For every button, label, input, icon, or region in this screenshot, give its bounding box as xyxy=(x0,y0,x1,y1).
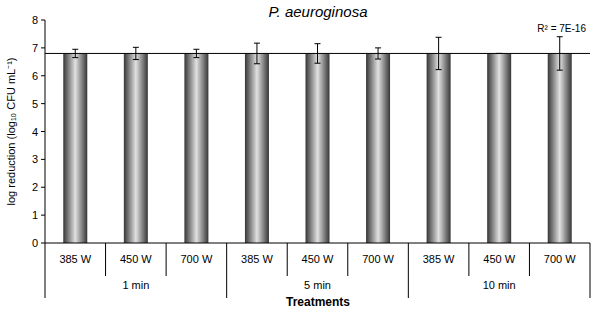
x-tick-label: 385 W xyxy=(423,253,455,265)
x-tick-label: 700 W xyxy=(544,253,576,265)
y-tick xyxy=(41,243,45,244)
category-separator xyxy=(105,243,106,276)
bar xyxy=(548,53,572,243)
x-tick-label: 700 W xyxy=(180,253,212,265)
y-tick-label: 6 xyxy=(32,70,38,82)
y-tick xyxy=(41,75,45,76)
y-tick-label: 0 xyxy=(32,237,38,249)
group-separator xyxy=(590,243,591,298)
y-tick xyxy=(41,159,45,160)
plot-marks xyxy=(45,37,590,243)
x-tick-label: 385 W xyxy=(59,253,91,265)
y-tick-label: 7 xyxy=(32,42,38,54)
title: P. aeuroginosa xyxy=(269,3,368,20)
group-separator xyxy=(45,243,46,298)
y-tick xyxy=(41,47,45,48)
annotation: R² = 7E-16 xyxy=(537,23,586,34)
y-tick xyxy=(41,20,45,21)
trendline xyxy=(45,53,590,54)
category-separator xyxy=(287,243,288,276)
group-label: 10 min xyxy=(483,279,516,291)
y-axis-label: log reduction (log₁₀ CFU mL⁻¹) xyxy=(5,58,17,206)
category-separator xyxy=(468,243,469,276)
bar xyxy=(245,53,269,243)
category-separator xyxy=(347,243,348,276)
y-tick-label: 4 xyxy=(32,126,38,138)
group-label: 5 min xyxy=(304,279,331,291)
y-axis xyxy=(45,20,46,243)
x-tick-label: 450 W xyxy=(120,253,152,265)
bar xyxy=(184,53,208,243)
x-axis-label: Treatments xyxy=(286,295,350,309)
x-tick-label: 450 W xyxy=(483,253,515,265)
bar xyxy=(487,53,511,243)
bar xyxy=(124,53,148,243)
x-tick-label: 385 W xyxy=(241,253,273,265)
x-axis xyxy=(45,243,590,244)
chart: P. aeuroginosa 0 1 2 3 4 5 6 7 8 log reduction (lo… xyxy=(0,0,600,312)
bar xyxy=(63,53,87,243)
bar xyxy=(366,53,390,243)
category-separator xyxy=(166,243,167,276)
bar xyxy=(427,53,451,243)
y-tick-label: 1 xyxy=(32,209,38,221)
x-tick-label: 700 W xyxy=(362,253,394,265)
y-tick-label: 5 xyxy=(32,98,38,110)
y-tick-label: 8 xyxy=(32,14,38,26)
group-separator xyxy=(408,243,409,298)
y-tick xyxy=(41,131,45,132)
y-tick-label: 2 xyxy=(32,181,38,193)
y-tick xyxy=(41,103,45,104)
bar xyxy=(306,53,330,243)
x-tick-label: 450 W xyxy=(302,253,334,265)
group-separator xyxy=(226,243,227,298)
y-tick-label: 3 xyxy=(32,153,38,165)
category-separator xyxy=(529,243,530,276)
group-label: 1 min xyxy=(122,279,149,291)
y-tick xyxy=(41,215,45,216)
y-tick xyxy=(41,187,45,188)
